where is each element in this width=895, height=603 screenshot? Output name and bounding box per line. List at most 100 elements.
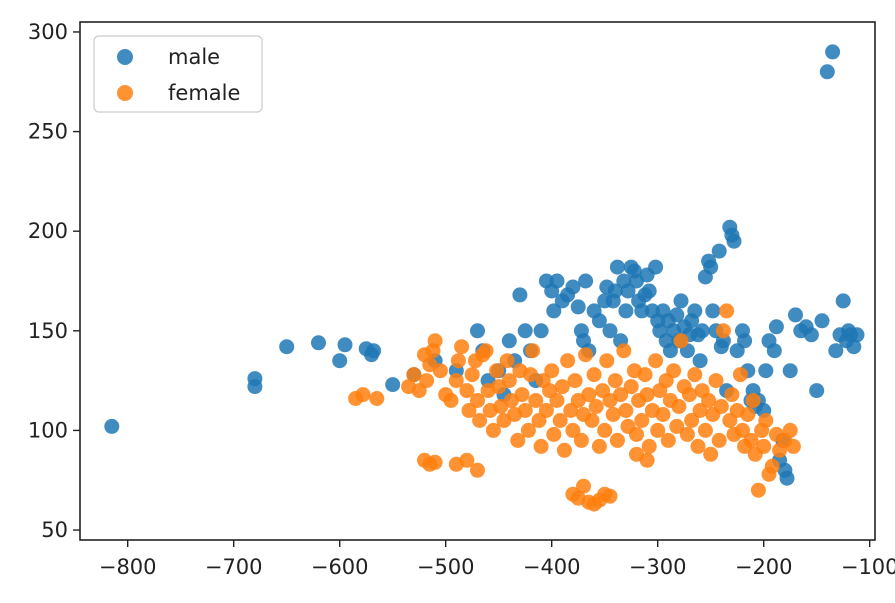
legend-label-male: male: [168, 45, 220, 69]
data-point-male: [768, 319, 784, 335]
data-point-male: [641, 283, 657, 299]
data-point-female: [639, 452, 655, 468]
data-point-female: [443, 393, 459, 408]
data-point-male: [705, 303, 721, 319]
data-point-female: [523, 367, 538, 383]
legend-marker-male: [117, 49, 133, 65]
data-point-female: [703, 446, 719, 462]
data-point-female: [708, 373, 724, 389]
data-point-male: [779, 470, 795, 486]
data-point-female: [525, 343, 541, 359]
data-point-female: [510, 432, 526, 448]
data-point-male: [565, 279, 581, 295]
data-point-female: [588, 399, 604, 414]
data-point-female: [599, 353, 615, 369]
data-point-male: [501, 333, 517, 349]
data-point-male: [533, 323, 549, 339]
data-point-female: [560, 353, 576, 369]
data-point-female: [533, 438, 549, 454]
data-point-male: [711, 243, 727, 259]
x-tick-label: −700: [205, 555, 263, 579]
data-point-female: [613, 387, 629, 403]
data-point-female: [581, 387, 597, 403]
data-point-female: [660, 432, 676, 448]
data-point-female: [499, 353, 515, 369]
data-point-male: [849, 327, 865, 343]
data-point-female: [648, 353, 664, 369]
data-point-female: [538, 403, 554, 418]
data-point-female: [448, 373, 464, 389]
data-point-male: [620, 283, 636, 299]
data-point-male: [570, 299, 586, 315]
x-tick-label: −600: [311, 555, 369, 579]
data-point-female: [655, 407, 671, 422]
data-point-female: [782, 422, 798, 438]
y-tick-label: 250: [28, 120, 68, 144]
data-point-female: [427, 333, 443, 349]
data-point-female: [740, 407, 756, 422]
data-point-female: [470, 462, 485, 478]
data-point-female: [355, 387, 371, 403]
data-point-female: [419, 373, 435, 389]
data-point-male: [279, 339, 295, 355]
data-point-female: [461, 403, 477, 418]
y-tick-label: 100: [28, 418, 68, 442]
data-point-female: [489, 363, 505, 379]
x-tick-label: −400: [523, 555, 581, 579]
data-point-female: [692, 403, 708, 418]
data-point-female: [639, 387, 655, 403]
female-series: [348, 303, 801, 512]
x-tick-label: −100: [841, 555, 895, 579]
data-point-female: [369, 391, 385, 406]
data-point-male: [687, 303, 703, 319]
data-point-female: [666, 363, 682, 379]
data-point-female: [544, 363, 560, 379]
data-point-female: [616, 343, 632, 359]
data-point-female: [732, 367, 748, 383]
data-point-female: [641, 438, 657, 454]
data-point-female: [684, 413, 700, 428]
data-point-male: [512, 287, 528, 303]
data-point-male: [618, 303, 634, 319]
data-point-female: [514, 387, 530, 403]
data-point-female: [578, 347, 594, 363]
y-tick-label: 200: [28, 219, 68, 243]
data-point-male: [758, 363, 774, 379]
data-point-female: [520, 422, 536, 438]
x-tick-label: −800: [99, 555, 157, 579]
data-point-female: [711, 432, 727, 448]
data-point-female: [785, 438, 801, 454]
data-point-female: [565, 422, 581, 438]
data-point-female: [567, 373, 583, 389]
data-point-male: [814, 313, 830, 329]
data-point-female: [549, 393, 565, 408]
data-point-male: [578, 273, 594, 289]
data-point-male: [825, 44, 841, 60]
data-point-male: [104, 418, 120, 434]
data-point-male: [366, 343, 382, 359]
data-point-female: [459, 452, 475, 468]
data-point-female: [719, 303, 735, 319]
data-point-female: [517, 403, 533, 418]
data-point-female: [637, 367, 653, 383]
data-point-female: [406, 367, 422, 383]
data-point-female: [485, 422, 501, 438]
data-point-male: [819, 64, 835, 80]
data-point-female: [671, 399, 687, 414]
data-point-female: [605, 407, 621, 422]
data-point-male: [703, 259, 719, 275]
data-point-male: [766, 343, 782, 359]
data-point-female: [735, 422, 750, 438]
data-point-female: [464, 367, 480, 383]
data-point-female: [623, 379, 639, 395]
data-point-female: [552, 413, 568, 428]
data-point-female: [607, 373, 623, 389]
data-points-layer: [104, 44, 865, 512]
data-point-female: [427, 454, 443, 470]
data-point-male: [385, 377, 401, 393]
data-point-female: [597, 422, 613, 438]
data-point-female: [679, 426, 695, 442]
data-point-male: [828, 343, 844, 359]
data-point-male: [692, 353, 708, 369]
